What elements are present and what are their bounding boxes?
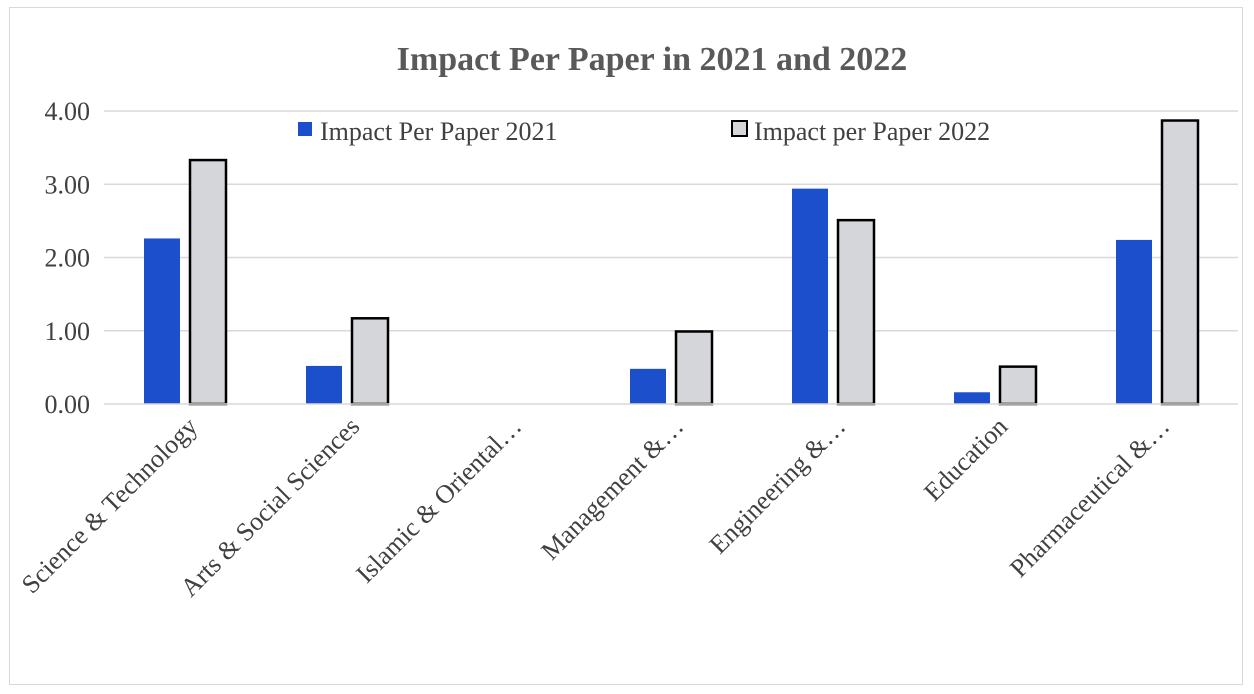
x-category-label: Science & Technology [16, 412, 203, 599]
x-category-label: Education [918, 412, 1013, 507]
bar-2021 [630, 368, 666, 404]
y-tick-label: 3.00 [45, 170, 91, 199]
legend: Impact Per Paper 2021 Impact per Paper 2… [298, 117, 990, 146]
bar-2021 [306, 365, 342, 404]
chart-title: Impact Per Paper in 2021 and 2022 [397, 41, 908, 78]
bar-2022 [998, 365, 1038, 406]
legend-swatch-2022 [731, 120, 748, 137]
y-tick-label: 1.00 [45, 317, 91, 346]
bars [144, 119, 1200, 406]
bar-2021 [1116, 239, 1152, 404]
x-category-label: Arts & Social Sciences [175, 412, 366, 603]
x-category-label: Management &… [535, 412, 689, 566]
bar-2021 [954, 392, 990, 404]
bar-2022 [674, 330, 714, 406]
bar-2022 [1160, 119, 1200, 406]
legend-swatch-2021 [298, 122, 312, 136]
bar-2022 [836, 218, 876, 406]
legend-label-2022: Impact per Paper 2022 [754, 117, 990, 146]
bar-2021 [144, 238, 180, 404]
bar-2021 [792, 188, 828, 404]
bar-2022 [350, 317, 390, 406]
x-category-label: Engineering &… [704, 412, 852, 560]
x-category-label: Islamic & Oriental… [351, 412, 528, 589]
bar-2022 [188, 158, 228, 406]
gridlines [104, 110, 1238, 332]
legend-label-2021: Impact Per Paper 2021 [320, 117, 558, 146]
y-tick-label: 2.00 [45, 244, 91, 273]
y-tick-label: 0.00 [45, 390, 91, 419]
y-tick-label: 4.00 [45, 97, 91, 126]
x-category-label: Pharmaceutical &… [1004, 412, 1175, 583]
